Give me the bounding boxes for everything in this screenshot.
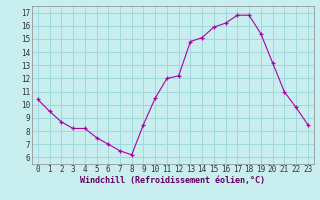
- X-axis label: Windchill (Refroidissement éolien,°C): Windchill (Refroidissement éolien,°C): [80, 176, 265, 185]
